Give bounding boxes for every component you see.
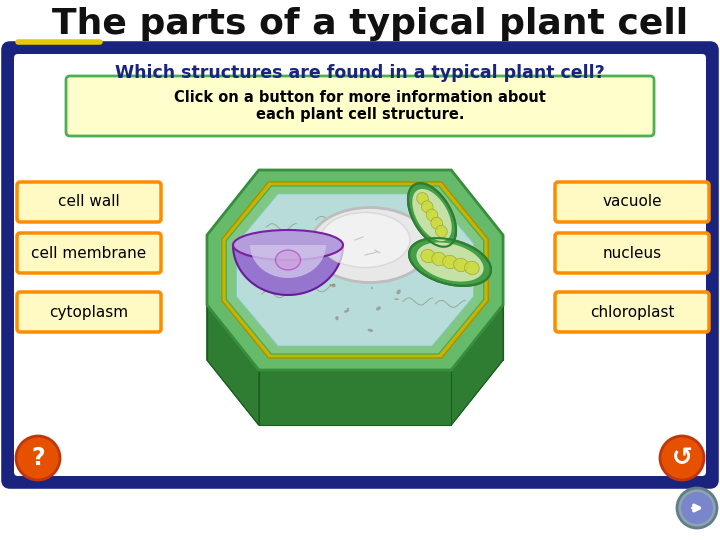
FancyBboxPatch shape: [4, 44, 716, 486]
Polygon shape: [207, 170, 258, 290]
Ellipse shape: [372, 259, 375, 262]
Ellipse shape: [276, 250, 300, 270]
Ellipse shape: [397, 289, 401, 294]
Ellipse shape: [347, 308, 349, 309]
Polygon shape: [258, 170, 451, 225]
Ellipse shape: [356, 224, 360, 228]
Ellipse shape: [386, 228, 390, 232]
Ellipse shape: [379, 272, 382, 275]
FancyBboxPatch shape: [555, 292, 709, 332]
Text: Which structures are found in a typical plant cell?: Which structures are found in a typical …: [115, 64, 605, 82]
Polygon shape: [250, 245, 326, 278]
Polygon shape: [237, 194, 474, 346]
Text: cytoplasm: cytoplasm: [50, 305, 129, 320]
Text: cell wall: cell wall: [58, 194, 120, 210]
Text: ?: ?: [31, 446, 45, 470]
FancyBboxPatch shape: [17, 182, 161, 222]
Ellipse shape: [371, 287, 373, 289]
Ellipse shape: [432, 252, 446, 266]
Polygon shape: [226, 186, 484, 354]
Ellipse shape: [421, 201, 433, 213]
Ellipse shape: [310, 207, 430, 282]
Ellipse shape: [354, 274, 358, 276]
Ellipse shape: [309, 273, 312, 276]
FancyBboxPatch shape: [66, 76, 654, 136]
Ellipse shape: [343, 215, 345, 218]
Ellipse shape: [310, 273, 312, 275]
Ellipse shape: [371, 262, 374, 265]
Circle shape: [677, 488, 717, 528]
Ellipse shape: [436, 225, 447, 238]
Ellipse shape: [343, 245, 347, 249]
Polygon shape: [409, 238, 491, 286]
Text: vacuole: vacuole: [602, 194, 662, 210]
Ellipse shape: [431, 217, 443, 229]
Ellipse shape: [341, 266, 345, 268]
Ellipse shape: [415, 259, 418, 262]
Polygon shape: [258, 370, 451, 425]
Ellipse shape: [336, 316, 338, 320]
Text: Click on a button for more information about
each plant cell structure.: Click on a button for more information a…: [174, 90, 546, 122]
Ellipse shape: [353, 269, 356, 273]
Circle shape: [660, 436, 704, 480]
Polygon shape: [451, 305, 503, 425]
FancyBboxPatch shape: [14, 54, 706, 476]
Polygon shape: [207, 305, 258, 425]
Text: The parts of a typical plant cell: The parts of a typical plant cell: [52, 7, 688, 41]
Ellipse shape: [346, 261, 351, 266]
Polygon shape: [207, 170, 503, 370]
Ellipse shape: [329, 284, 332, 286]
Ellipse shape: [436, 280, 438, 282]
Ellipse shape: [420, 249, 436, 263]
Ellipse shape: [332, 284, 336, 287]
Polygon shape: [413, 189, 451, 241]
Ellipse shape: [350, 225, 353, 228]
Text: cell membrane: cell membrane: [32, 246, 147, 260]
Ellipse shape: [344, 309, 349, 313]
Text: nucleus: nucleus: [603, 246, 662, 260]
Ellipse shape: [374, 277, 377, 280]
Ellipse shape: [426, 209, 438, 221]
Ellipse shape: [376, 306, 381, 310]
Text: chloroplast: chloroplast: [590, 305, 674, 320]
Ellipse shape: [288, 242, 290, 245]
Polygon shape: [222, 182, 488, 358]
Ellipse shape: [454, 258, 468, 272]
Ellipse shape: [365, 281, 367, 284]
FancyBboxPatch shape: [555, 182, 709, 222]
FancyBboxPatch shape: [17, 233, 161, 273]
Circle shape: [681, 492, 713, 524]
Ellipse shape: [329, 239, 333, 241]
Ellipse shape: [309, 238, 313, 241]
FancyBboxPatch shape: [17, 292, 161, 332]
Ellipse shape: [320, 213, 410, 267]
Polygon shape: [207, 225, 503, 425]
Polygon shape: [451, 170, 503, 290]
Ellipse shape: [417, 193, 428, 205]
Ellipse shape: [292, 272, 295, 275]
Polygon shape: [416, 242, 484, 281]
Ellipse shape: [394, 298, 399, 300]
Ellipse shape: [406, 228, 409, 231]
Ellipse shape: [464, 261, 480, 274]
Ellipse shape: [353, 267, 357, 272]
Ellipse shape: [368, 329, 373, 332]
Ellipse shape: [233, 230, 343, 260]
Text: ↺: ↺: [672, 446, 693, 470]
Ellipse shape: [406, 267, 410, 269]
Ellipse shape: [443, 255, 457, 269]
FancyBboxPatch shape: [555, 233, 709, 273]
Polygon shape: [233, 245, 343, 295]
Polygon shape: [408, 183, 456, 247]
Circle shape: [16, 436, 60, 480]
